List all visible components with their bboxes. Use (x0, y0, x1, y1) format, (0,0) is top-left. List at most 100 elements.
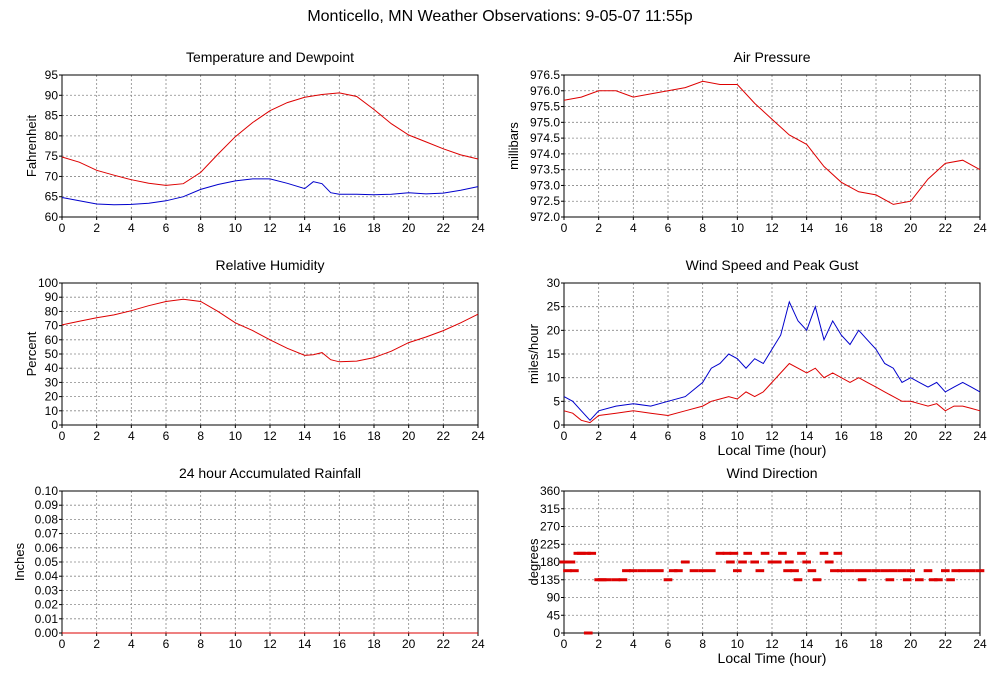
x-tick-label: 20 (402, 637, 416, 651)
x-tick-label: 24 (471, 221, 485, 235)
x-tick-label: 10 (229, 637, 243, 651)
y-tick-label: 100 (38, 276, 58, 290)
x-tick-label: 12 (263, 221, 277, 235)
x-tick-label: 2 (93, 429, 100, 443)
y-tick-label: 90 (45, 88, 59, 102)
x-tick-label: 12 (263, 429, 277, 443)
x-tick-label: 10 (731, 429, 745, 443)
x-tick-label: 14 (800, 637, 814, 651)
x-tick-label: 18 (869, 429, 883, 443)
x-tick-label: 6 (665, 429, 672, 443)
x-tick-label: 16 (333, 221, 347, 235)
x-tick-label: 0 (561, 637, 568, 651)
x-tick-label: 8 (197, 637, 204, 651)
y-tick-label: 135 (540, 573, 560, 587)
y-tick-label: 65 (45, 190, 59, 204)
x-tick-label: 4 (630, 429, 637, 443)
x-tick-label: 2 (595, 221, 602, 235)
x-tick-label: 12 (263, 637, 277, 651)
y-tick-label: 0.06 (35, 541, 59, 555)
x-tick-label: 2 (93, 221, 100, 235)
y-tick-label: 180 (540, 555, 560, 569)
x-tick-label: 16 (835, 429, 849, 443)
x-tick-label: 18 (869, 637, 883, 651)
x-tick-label: 20 (402, 221, 416, 235)
x-tick-label: 0 (59, 429, 66, 443)
x-tick-label: 2 (595, 637, 602, 651)
x-tick-label: 6 (163, 637, 170, 651)
y-tick-label: 270 (540, 520, 560, 534)
x-tick-label: 14 (800, 429, 814, 443)
x-tick-label: 20 (904, 637, 918, 651)
x-tick-label: 2 (595, 429, 602, 443)
y-tick-label: 90 (547, 591, 561, 605)
x-tick-label: 0 (59, 221, 66, 235)
x-tick-label: 24 (471, 429, 485, 443)
x-tick-label: 12 (765, 429, 779, 443)
chart-title: Temperature and Dewpoint (186, 49, 354, 65)
x-tick-label: 8 (197, 429, 204, 443)
chart-title: Wind Speed and Peak Gust (686, 257, 859, 273)
x-tick-label: 18 (367, 429, 381, 443)
series-line-red (61, 92, 479, 186)
x-tick-label: 4 (630, 637, 637, 651)
y-axis-label: millibars (506, 122, 521, 170)
y-tick-label: 360 (540, 484, 560, 498)
x-tick-label: 18 (367, 221, 381, 235)
y-tick-label: 0 (51, 418, 58, 432)
y-axis-label: Fahrenheit (24, 115, 39, 178)
x-tick-label: 22 (939, 429, 953, 443)
y-tick-label: 976.0 (530, 84, 560, 98)
x-tick-label: 0 (561, 429, 568, 443)
series-line-blue (563, 300, 981, 422)
chart-title: Air Pressure (733, 49, 810, 65)
x-axis-label: Local Time (hour) (718, 442, 827, 458)
x-tick-label: 22 (437, 221, 451, 235)
x-tick-label: 14 (298, 221, 312, 235)
x-tick-label: 18 (869, 221, 883, 235)
x-axis-label: Local Time (hour) (718, 650, 827, 666)
chart-title: 24 hour Accumulated Rainfall (179, 465, 361, 481)
y-tick-label: 973.5 (530, 163, 560, 177)
x-tick-label: 10 (731, 221, 745, 235)
y-tick-label: 60 (45, 333, 59, 347)
x-tick-label: 16 (333, 637, 347, 651)
x-tick-label: 16 (835, 221, 849, 235)
y-tick-label: 225 (540, 537, 560, 551)
y-tick-label: 80 (45, 304, 59, 318)
y-tick-label: 0.03 (35, 583, 59, 597)
y-tick-label: 0.05 (35, 555, 59, 569)
y-tick-label: 315 (540, 502, 560, 516)
x-tick-label: 22 (437, 429, 451, 443)
y-tick-label: 0.09 (35, 498, 59, 512)
x-tick-label: 10 (731, 637, 745, 651)
x-tick-label: 8 (699, 429, 706, 443)
y-tick-label: 20 (45, 390, 59, 404)
y-axis-label: degrees (526, 538, 541, 585)
y-tick-label: 90 (45, 290, 59, 304)
y-tick-label: 20 (547, 323, 561, 337)
y-tick-label: 15 (547, 347, 561, 361)
y-tick-label: 972.5 (530, 194, 560, 208)
x-tick-label: 12 (765, 221, 779, 235)
y-tick-label: 45 (547, 608, 561, 622)
y-tick-label: 10 (547, 371, 561, 385)
y-axis-label: miles/hour (526, 323, 541, 384)
x-tick-label: 6 (163, 429, 170, 443)
y-tick-label: 0.08 (35, 512, 59, 526)
x-tick-label: 24 (973, 429, 987, 443)
x-tick-label: 20 (904, 429, 918, 443)
y-tick-label: 975.5 (530, 100, 560, 114)
y-tick-label: 975.0 (530, 115, 560, 129)
y-tick-label: 5 (553, 394, 560, 408)
x-tick-label: 24 (471, 637, 485, 651)
x-tick-label: 6 (665, 637, 672, 651)
x-tick-label: 22 (939, 637, 953, 651)
x-tick-label: 14 (298, 429, 312, 443)
y-tick-label: 10 (45, 404, 59, 418)
y-tick-label: 80 (45, 129, 59, 143)
y-axis-label: Percent (24, 331, 39, 376)
y-tick-label: 0 (553, 418, 560, 432)
y-tick-label: 25 (547, 300, 561, 314)
y-tick-label: 75 (45, 149, 59, 163)
